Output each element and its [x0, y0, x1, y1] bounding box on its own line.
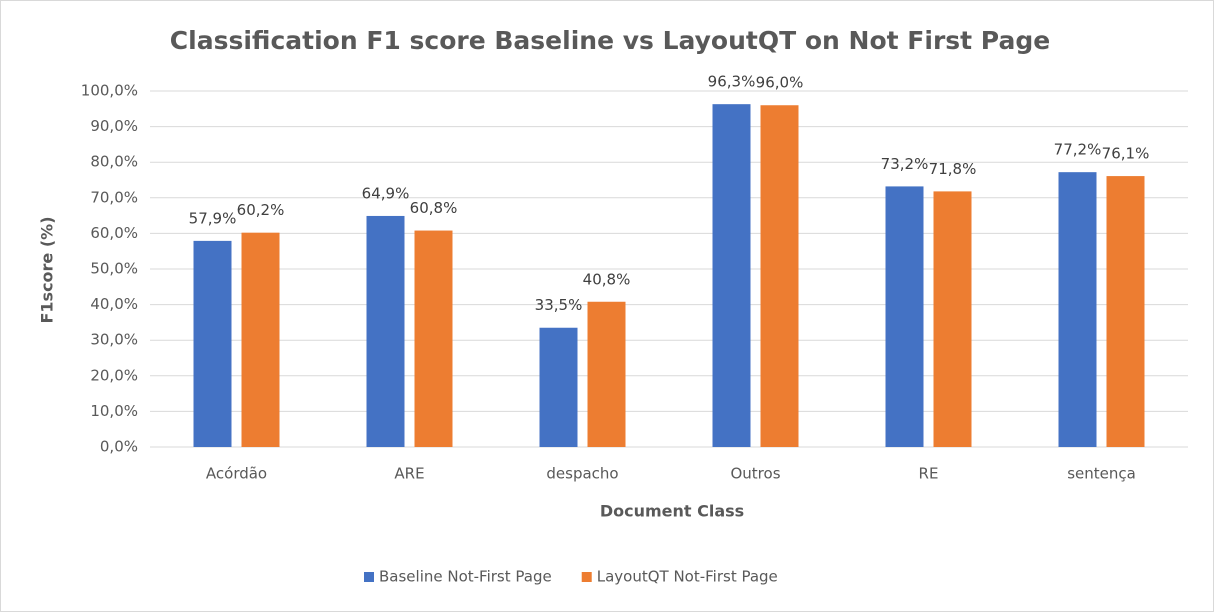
legend-label: Baseline Not-First Page: [379, 568, 552, 586]
x-tick-label: Acórdão: [206, 465, 267, 483]
bar: [933, 191, 972, 447]
y-tick-label: 100,0%: [81, 82, 138, 100]
value-label: 96,3%: [708, 73, 756, 91]
value-label: 57,9%: [189, 209, 237, 227]
x-tick-label: ARE: [394, 465, 424, 483]
value-label: 71,8%: [929, 160, 977, 178]
bar: [414, 230, 453, 447]
y-tick-label: 60,0%: [90, 224, 138, 242]
value-label: 60,2%: [237, 201, 285, 219]
x-tick-label: sentença: [1067, 465, 1136, 483]
y-tick-label: 30,0%: [90, 331, 138, 349]
value-label: 40,8%: [583, 270, 631, 288]
value-label: 77,2%: [1054, 141, 1102, 159]
y-tick-label: 70,0%: [90, 188, 138, 206]
x-tick-label: Outros: [730, 465, 780, 483]
value-label: 96,0%: [756, 74, 804, 92]
y-tick-label: 10,0%: [90, 402, 138, 420]
legend-swatch: [581, 572, 592, 582]
x-tick-label: despacho: [546, 465, 618, 483]
x-axis-title: Document Class: [600, 502, 744, 521]
bar: [193, 240, 232, 447]
y-axis-title: F1score (%): [38, 216, 57, 323]
bar: [1106, 176, 1145, 448]
value-label: 64,9%: [362, 184, 410, 202]
bar: [885, 186, 924, 447]
bar: [241, 232, 280, 447]
y-tick-label: 50,0%: [90, 260, 138, 278]
value-label: 76,1%: [1102, 145, 1150, 163]
y-tick-label: 20,0%: [90, 366, 138, 384]
value-label: 73,2%: [881, 155, 929, 173]
bar: [539, 327, 578, 447]
bar: [366, 215, 405, 447]
x-tick-label: RE: [919, 465, 939, 483]
bar: [712, 104, 751, 447]
bar: [587, 301, 626, 447]
chart-title: Classification F1 score Baseline vs Layo…: [170, 26, 1050, 55]
y-tick-label: 80,0%: [90, 153, 138, 171]
legend-swatch: [364, 572, 374, 582]
value-label: 60,8%: [410, 199, 458, 217]
y-tick-label: 40,0%: [90, 295, 138, 313]
bar: [1058, 172, 1097, 447]
y-tick-label: 0,0%: [100, 438, 138, 456]
legend-label: LayoutQT Not-First Page: [597, 568, 778, 586]
value-label: 33,5%: [535, 296, 583, 314]
bar: [760, 105, 799, 448]
y-tick-label: 90,0%: [90, 117, 138, 135]
